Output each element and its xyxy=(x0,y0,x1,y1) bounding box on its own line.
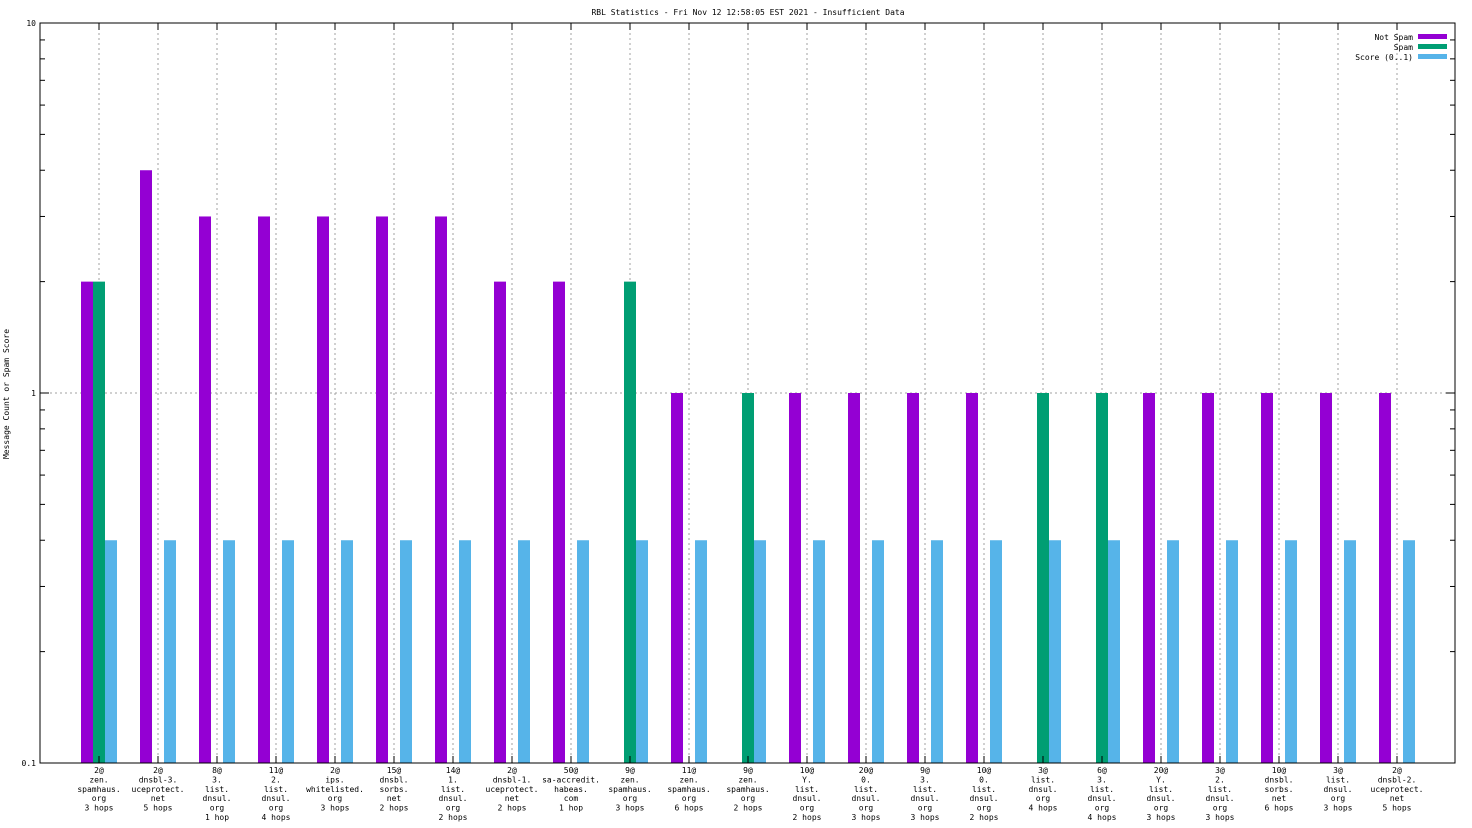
y-tick-labels: 0.1 1 10 xyxy=(22,19,37,768)
bar-score-0-1 xyxy=(223,540,235,763)
x-tick-label: 14@ 1. list. dnsul. org 2 hops xyxy=(439,766,468,822)
axis-ticks xyxy=(40,22,1455,764)
legend-label: Spam xyxy=(1394,43,1413,52)
bar-not-spam xyxy=(789,393,801,763)
x-tick-label: 2@ dnsbl-3. uceprotect. net 5 hops xyxy=(132,766,185,813)
x-tick-label: 2@ ips. whitelisted. org 3 hops xyxy=(306,766,364,813)
bar-score-0-1 xyxy=(518,540,530,763)
x-tick-label: 3@ list. dnsul. org 3 hops xyxy=(1324,766,1353,813)
bar-not-spam xyxy=(1143,393,1155,763)
x-tick-label: 15@ dnsbl. sorbs. net 2 hops xyxy=(380,766,409,813)
bar-not-spam xyxy=(376,216,388,763)
bar-score-0-1 xyxy=(1167,540,1179,763)
legend-swatch xyxy=(1418,34,1447,39)
bar-not-spam xyxy=(494,281,506,763)
bar-score-0-1 xyxy=(1403,540,1415,763)
x-tick-label: 50@ sa-accredit. habeas. com 1 hop xyxy=(542,766,600,813)
x-tick-label: 11@ zen. spamhaus. org 6 hops xyxy=(667,766,710,813)
x-tick-label: 2@ dnsbl-2. uceprotect. net 5 hops xyxy=(1371,766,1424,813)
x-tick-labels: 2@ zen. spamhaus. org 3 hops 2@ dnsbl-3. ucepro… xyxy=(77,766,1423,822)
bar-not-spam xyxy=(1379,393,1391,763)
bar-score-0-1 xyxy=(341,540,353,763)
y-tick-label: 10 xyxy=(26,19,36,28)
bar-not-spam xyxy=(199,216,211,763)
bar-spam xyxy=(1037,393,1049,763)
x-tick-label: 10@ 0. list. dnsul. org 2 hops xyxy=(970,766,999,822)
bar-score-0-1 xyxy=(1344,540,1356,763)
x-tick-label: 10@ Y. list. dnsul. org 2 hops xyxy=(793,766,822,822)
x-tick-label: 20@ Y. list. dnsul. org 3 hops xyxy=(1147,766,1176,822)
x-tick-label: 11@ 2. list. dnsul. org 4 hops xyxy=(262,766,291,822)
bar-score-0-1 xyxy=(931,540,943,763)
bar-score-0-1 xyxy=(105,540,117,763)
bar-score-0-1 xyxy=(577,540,589,763)
legend-label: Not Spam xyxy=(1374,33,1413,42)
bar-spam xyxy=(93,281,105,763)
bar-not-spam xyxy=(1320,393,1332,763)
bar-score-0-1 xyxy=(990,540,1002,763)
bars xyxy=(81,170,1415,764)
y-tick-label: 0.1 xyxy=(22,759,37,768)
x-tick-label: 9@ 3. list. dnsul. org 3 hops xyxy=(911,766,940,822)
bar-score-0-1 xyxy=(813,540,825,763)
bar-not-spam xyxy=(966,393,978,763)
bar-score-0-1 xyxy=(459,540,471,763)
y-tick-label: 1 xyxy=(31,389,36,398)
bar-score-0-1 xyxy=(282,540,294,763)
bar-not-spam xyxy=(553,281,565,763)
legend-swatch xyxy=(1418,44,1447,49)
bar-spam xyxy=(742,393,754,763)
legend-swatch xyxy=(1418,54,1447,59)
bar-not-spam xyxy=(435,216,447,763)
x-tick-label: 3@ list. dnsul. org 4 hops xyxy=(1029,766,1058,813)
y-axis-label: Message Count or Spam Score xyxy=(2,329,11,459)
bar-score-0-1 xyxy=(754,540,766,763)
bar-not-spam xyxy=(848,393,860,763)
x-tick-label: 9@ zen. spamhaus. org 3 hops xyxy=(608,766,651,813)
x-tick-label: 20@ 0. list. dnsul. org 3 hops xyxy=(852,766,881,822)
bar-spam xyxy=(1096,393,1108,763)
x-tick-label: 8@ 3. list. dnsul. org 1 hop xyxy=(203,766,232,822)
bar-score-0-1 xyxy=(1226,540,1238,763)
x-tick-label: 2@ zen. spamhaus. org 3 hops xyxy=(77,766,120,813)
legend-label: Score (0..1) xyxy=(1355,53,1413,62)
bar-not-spam xyxy=(317,216,329,763)
bar-not-spam xyxy=(1202,393,1214,763)
x-tick-label: 2@ dnsbl-1. uceprotect. net 2 hops xyxy=(486,766,539,813)
x-tick-label: 6@ 3. list. dnsul. org 4 hops xyxy=(1088,766,1117,822)
bar-score-0-1 xyxy=(636,540,648,763)
bar-not-spam xyxy=(1261,393,1273,763)
bar-not-spam xyxy=(81,281,93,763)
x-tick-label: 10@ dnsbl. sorbs. net 6 hops xyxy=(1265,766,1294,813)
bar-score-0-1 xyxy=(1049,540,1061,763)
bar-score-0-1 xyxy=(164,540,176,763)
bar-not-spam xyxy=(258,216,270,763)
bar-not-spam xyxy=(140,170,152,764)
bar-score-0-1 xyxy=(872,540,884,763)
bar-not-spam xyxy=(671,393,683,763)
x-tick-label: 9@ zen. spamhaus. org 2 hops xyxy=(726,766,769,813)
bar-score-0-1 xyxy=(1285,540,1297,763)
bar-score-0-1 xyxy=(1108,540,1120,763)
bar-score-0-1 xyxy=(400,540,412,763)
chart-title: RBL Statistics - Fri Nov 12 12:58:05 EST… xyxy=(591,8,904,17)
bar-score-0-1 xyxy=(695,540,707,763)
x-tick-label: 3@ 2. list. dnsul. org 3 hops xyxy=(1206,766,1235,822)
bar-spam xyxy=(624,281,636,763)
bar-not-spam xyxy=(907,393,919,763)
